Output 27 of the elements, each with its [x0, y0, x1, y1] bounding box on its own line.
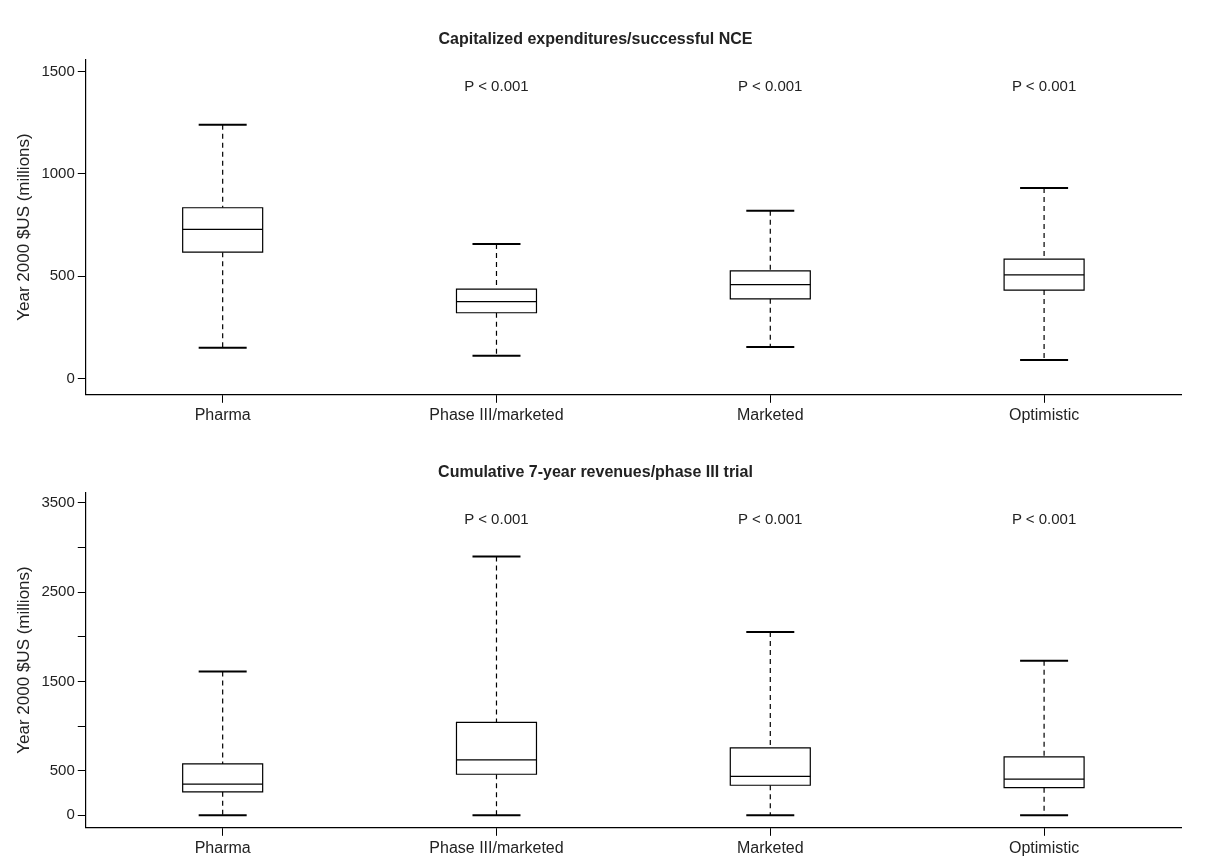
- x-tick-label: Marketed: [736, 405, 804, 423]
- x-tick-label: Pharma: [194, 838, 251, 856]
- annotation: P < 0.001: [1011, 77, 1077, 95]
- y-axis-title: Year 2000 $US (millions): [13, 566, 33, 754]
- x-tick-label: Optimistic: [1008, 838, 1080, 856]
- y-tick-label: 0: [66, 805, 75, 823]
- y-tick-label: 3500: [41, 493, 75, 511]
- x-tick-label: Optimistic: [1008, 405, 1080, 423]
- x-tick-label: Marketed: [736, 838, 804, 856]
- y-tick-label: 1000: [41, 163, 75, 181]
- y-tick-label: 500: [49, 266, 75, 284]
- chart-title: Capitalized expenditures/successful NCE: [438, 30, 753, 48]
- annotation: P < 0.001: [464, 77, 529, 95]
- x-tick-label: Pharma: [194, 405, 251, 423]
- y-tick-label: 0: [66, 368, 75, 386]
- annotation: P < 0.001: [738, 510, 803, 528]
- annotation: P < 0.001: [464, 510, 529, 528]
- annotation: P < 0.001: [1011, 510, 1077, 528]
- y-tick-label: 1500: [41, 671, 75, 689]
- annotation: P < 0.001: [738, 77, 803, 95]
- y-tick-label: 2500: [41, 582, 75, 600]
- x-tick-label: Phase III/marketed: [429, 838, 564, 856]
- y-axis-title: Year 2000 $US (millions): [13, 133, 33, 321]
- chart-title: Cumulative 7-year revenues/phase III trial: [438, 463, 753, 481]
- y-tick-label: 500: [49, 760, 75, 778]
- y-tick-label: 1500: [41, 61, 75, 79]
- x-tick-label: Phase III/marketed: [429, 405, 564, 423]
